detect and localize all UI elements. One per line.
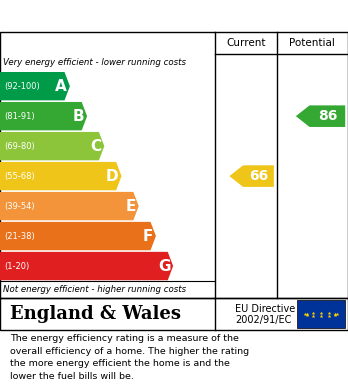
Polygon shape xyxy=(0,72,70,100)
Polygon shape xyxy=(229,165,274,187)
Text: EU Directive
2002/91/EC: EU Directive 2002/91/EC xyxy=(235,303,295,325)
Text: 86: 86 xyxy=(318,109,337,123)
Text: Potential: Potential xyxy=(290,38,335,48)
Text: (21-38): (21-38) xyxy=(4,231,35,240)
Text: England & Wales: England & Wales xyxy=(10,305,181,323)
Text: The energy efficiency rating is a measure of the
overall efficiency of a home. T: The energy efficiency rating is a measur… xyxy=(10,334,250,381)
Text: (92-100): (92-100) xyxy=(4,82,40,91)
Text: F: F xyxy=(143,229,153,244)
Text: B: B xyxy=(73,109,84,124)
Text: (69-80): (69-80) xyxy=(4,142,35,151)
Polygon shape xyxy=(0,132,104,160)
Text: Current: Current xyxy=(226,38,266,48)
Bar xyxy=(298,300,345,328)
Text: Very energy efficient - lower running costs: Very energy efficient - lower running co… xyxy=(3,58,187,67)
Text: Not energy efficient - higher running costs: Not energy efficient - higher running co… xyxy=(3,285,187,294)
Polygon shape xyxy=(0,252,173,280)
Text: C: C xyxy=(90,139,102,154)
Text: 66: 66 xyxy=(249,169,268,183)
Text: G: G xyxy=(158,258,170,274)
Polygon shape xyxy=(0,102,87,130)
Text: A: A xyxy=(55,79,67,94)
Text: E: E xyxy=(126,199,136,213)
Polygon shape xyxy=(296,106,345,127)
Text: Energy Efficiency Rating: Energy Efficiency Rating xyxy=(69,9,279,23)
Polygon shape xyxy=(0,162,121,190)
Text: (39-54): (39-54) xyxy=(4,202,35,211)
Polygon shape xyxy=(0,222,156,250)
Text: (81-91): (81-91) xyxy=(4,112,35,121)
Polygon shape xyxy=(0,192,139,220)
Text: (1-20): (1-20) xyxy=(4,262,30,271)
Text: D: D xyxy=(106,169,119,184)
Text: (55-68): (55-68) xyxy=(4,172,35,181)
